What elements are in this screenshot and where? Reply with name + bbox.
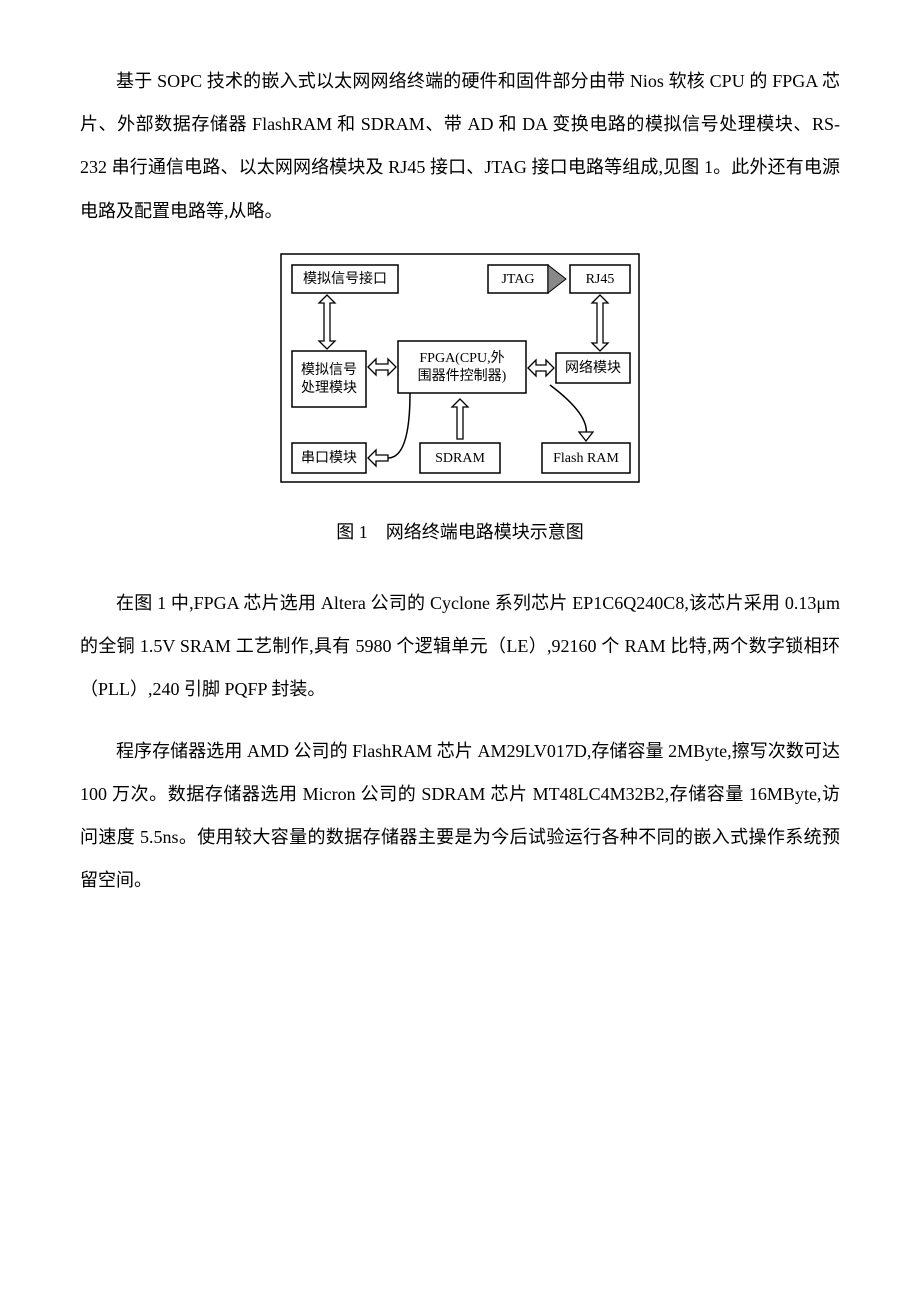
svg-text:模拟信号: 模拟信号: [301, 362, 357, 378]
svg-text:Flash RAM: Flash RAM: [553, 451, 619, 466]
figure-1-diagram: 模拟信号接口 JTAG RJ45 模拟信号处理模块 FPGA(CPU,外围器件控制器) 网…: [80, 253, 840, 483]
svg-text:网络模块: 网络模块: [565, 360, 621, 376]
node-analog-proc: [292, 351, 366, 407]
paragraph-3: 程序存储器选用 AMD 公司的 FlashRAM 芯片 AM29LV017D,存…: [80, 730, 840, 903]
svg-text:处理模块: 处理模块: [301, 380, 357, 396]
svg-text:模拟信号接口: 模拟信号接口: [303, 270, 387, 287]
svg-text:JTAG: JTAG: [501, 272, 534, 287]
svg-text:SDRAM: SDRAM: [435, 451, 485, 466]
figure-1-caption: 图 1 网络终端电路模块示意图: [80, 511, 840, 554]
node-fpga: [398, 341, 526, 393]
svg-text:串口模块: 串口模块: [301, 450, 357, 466]
paragraph-2: 在图 1 中,FPGA 芯片选用 Altera 公司的 Cyclone 系列芯片…: [80, 582, 840, 712]
svg-text:围器件控制器): 围器件控制器): [418, 368, 507, 384]
paragraph-1: 基于 SOPC 技术的嵌入式以太网网络终端的硬件和固件部分由带 Nios 软核 …: [80, 60, 840, 233]
svg-text:RJ45: RJ45: [586, 272, 615, 287]
svg-text:FPGA(CPU,外: FPGA(CPU,外: [419, 350, 504, 366]
